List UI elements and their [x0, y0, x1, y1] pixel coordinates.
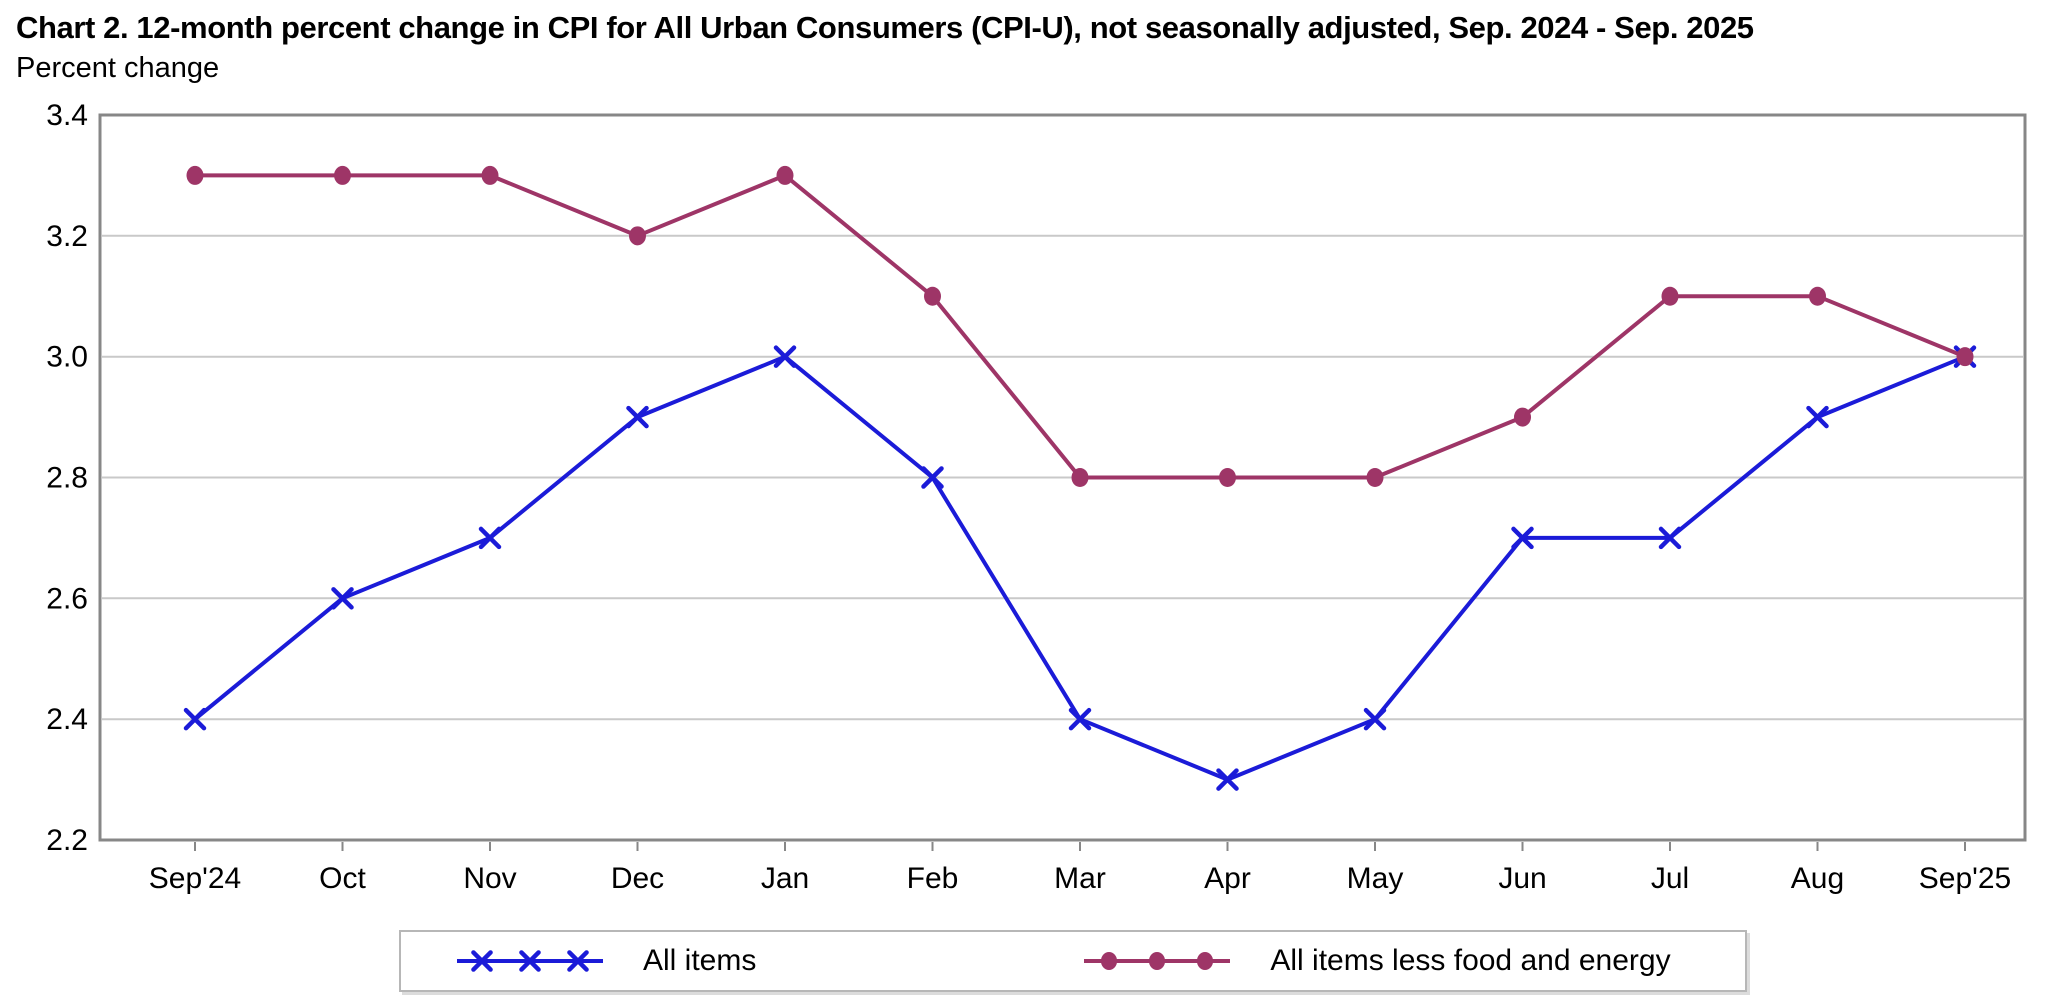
legend-label-core: All items less food and energy [1270, 944, 1671, 977]
x-tick-label: Feb [907, 862, 959, 895]
x-marker-icon [1806, 405, 1829, 429]
chart-title: Chart 2. 12-month percent change in CPI … [16, 10, 1754, 45]
legend-swatch-svg [457, 950, 603, 972]
all-items-line-icon [455, 941, 605, 981]
y-axis-caption: Percent change [16, 52, 220, 84]
x-tick-label: Mar [1054, 862, 1106, 895]
x-marker-icon [1068, 707, 1092, 731]
legend-item-all-items: All items [455, 941, 756, 981]
x-marker-icon [1511, 526, 1534, 550]
core-line-icon [1082, 941, 1232, 981]
dot-marker-icon [1956, 347, 1974, 367]
x-marker-icon [1363, 707, 1387, 731]
x-tick-label: Nov [463, 862, 516, 895]
dot-marker-icon [1809, 286, 1826, 306]
dot-marker-icon [1197, 951, 1214, 971]
y-tick-label: 3.4 [46, 99, 88, 132]
dot-marker-icon [334, 165, 351, 185]
x-tick-label: May [1347, 862, 1404, 895]
chart-legend: All items All items less food and energy [399, 930, 1747, 992]
legend-item-core: All items less food and energy [1082, 941, 1671, 981]
x-tick-label: Jun [1498, 862, 1546, 895]
legend-label-all-items: All items [643, 944, 757, 977]
x-tick-label: Oct [319, 862, 366, 895]
plot-border [98, 113, 2027, 842]
dot-marker-icon [1514, 407, 1531, 427]
x-marker-icon [1658, 526, 1682, 550]
x-tick-label: Jan [761, 862, 809, 895]
x-marker-icon [478, 526, 502, 550]
x-marker-icon [626, 405, 649, 429]
x-marker-icon [471, 950, 493, 972]
x-marker-icon [773, 345, 797, 368]
dot-marker-icon [481, 165, 499, 185]
y-tick-label: 2.8 [46, 462, 88, 495]
dot-marker-icon [924, 286, 941, 306]
legend-swatch-svg [1084, 951, 1231, 971]
x-tick-label: Jul [1651, 862, 1689, 895]
x-tick-label: Sep'25 [1919, 862, 2011, 895]
x-marker-icon [567, 950, 589, 972]
line-chart-plot: 3.4 3.2 3.0 2.8 2.6 2.4 2.2 Sep'24 Oct Nov Dec Jan F… [46, 99, 2027, 895]
dot-marker-icon [1149, 951, 1166, 971]
x-marker-icon [921, 466, 944, 489]
x-marker-icon [1216, 768, 1239, 791]
x-tick-label: Sep'24 [149, 862, 241, 895]
x-marker-icon [519, 950, 541, 972]
y-tick-label: 3.0 [46, 341, 88, 374]
dot-marker-icon [629, 226, 646, 246]
series-line [195, 173, 1966, 480]
series-all-items [183, 345, 1977, 791]
y-tick-label: 3.2 [46, 220, 88, 253]
x-tick-label: Aug [1791, 862, 1844, 895]
x-tick-label: Apr [1204, 862, 1251, 895]
y-tick-label: 2.6 [46, 582, 88, 615]
x-tick-label: Dec [611, 862, 664, 895]
y-tick-label: 2.4 [46, 703, 88, 736]
x-marker-icon [331, 587, 354, 610]
series-core [186, 165, 1974, 487]
y-tick-label: 2.2 [46, 824, 88, 857]
dot-marker-icon [776, 165, 794, 185]
x-marker-icon [183, 707, 207, 731]
dot-marker-icon [1366, 468, 1384, 487]
dot-marker-icon [1101, 951, 1118, 971]
dot-marker-icon [1661, 286, 1679, 306]
dot-marker-icon [1071, 468, 1089, 487]
dot-marker-icon [1219, 468, 1236, 487]
dot-marker-icon [186, 165, 204, 185]
